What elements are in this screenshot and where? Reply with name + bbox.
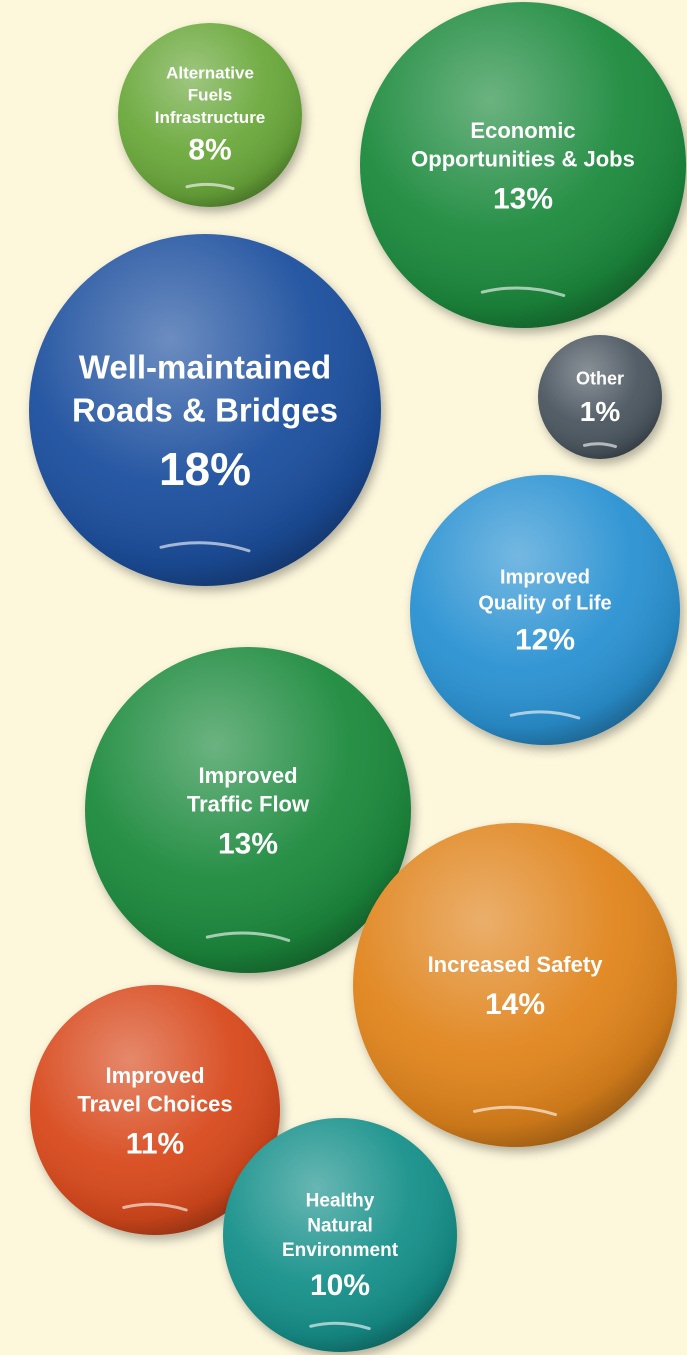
bubble-label: Opportunities & Jobs	[411, 146, 635, 171]
bubble-value-label: 8%	[188, 134, 231, 167]
bubble-label: Improved	[198, 763, 297, 788]
bubble-label: Well-maintained	[79, 349, 331, 386]
bubble-value-label: 1%	[580, 396, 621, 427]
bubble-gloss	[223, 1118, 457, 1352]
bubble-gloss	[85, 647, 411, 973]
bubble-label: Economic	[470, 118, 575, 143]
bubble-value-label: 13%	[493, 182, 553, 215]
bubble-highlight	[122, 1202, 188, 1212]
bubble-gloss	[410, 475, 680, 745]
bubble-gloss	[353, 823, 677, 1147]
bubble-label: Traffic Flow	[187, 791, 310, 816]
bubble-label: Alternative	[166, 64, 254, 83]
bubble-gloss	[538, 335, 662, 459]
bubble-highlight	[205, 931, 291, 942]
bubble-value-label: 13%	[218, 827, 278, 860]
bubble-gloss	[30, 985, 280, 1235]
bubble-label: Infrastructure	[155, 108, 266, 127]
bubble-highlight	[309, 1321, 371, 1331]
bubble-gloss	[118, 23, 302, 207]
bubble-value-label: 11%	[126, 1127, 184, 1160]
bubble-label: Roads & Bridges	[72, 391, 338, 428]
bubble-value-label: 10%	[310, 1269, 370, 1302]
bubble-value-label: 18%	[159, 443, 251, 495]
bubble-value-label: 14%	[485, 988, 545, 1021]
bubble-label: Natural	[307, 1215, 372, 1236]
bubble-label: Healthy	[306, 1191, 375, 1212]
bubble-highlight	[480, 286, 566, 297]
bubble-label: Fuels	[188, 86, 232, 105]
bubble-highlight	[185, 182, 235, 191]
bubble-gloss	[360, 2, 686, 328]
bubble-value-label: 12%	[515, 623, 575, 656]
bubble-label: Environment	[282, 1240, 399, 1261]
bubble-label: Improved	[500, 567, 590, 589]
bubble-label: Improved	[105, 1063, 204, 1088]
bubble-label: Travel Choices	[77, 1091, 232, 1116]
bubble-highlight	[583, 442, 617, 449]
bubble-gloss	[29, 234, 381, 586]
bubble-highlight	[509, 710, 581, 720]
bubble-highlight	[159, 541, 251, 553]
bubble-label: Quality of Life	[478, 593, 611, 615]
bubble-label: Increased Safety	[428, 952, 604, 977]
bubble-highlight	[473, 1105, 557, 1117]
bubble-label: Other	[576, 368, 624, 388]
